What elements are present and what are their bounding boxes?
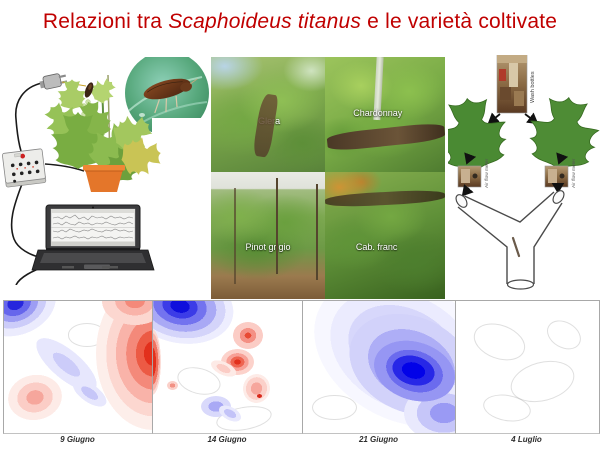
air-flow-meter-left-label: Air flow meter — [484, 158, 490, 188]
grape-leaf-right — [523, 91, 600, 175]
density-blob — [167, 380, 178, 390]
insect-in-tube — [511, 236, 521, 258]
epg-waveforms — [52, 214, 134, 240]
photo-glera: Glera — [211, 57, 325, 172]
epg-amplifier-box — [2, 148, 47, 188]
density-blob — [102, 301, 153, 325]
arrow-to-left-tube-arm — [461, 184, 474, 197]
title-suffix: e le varietà coltivate — [361, 10, 558, 33]
air-flow-meter-photo-left — [457, 165, 482, 188]
faint-contour-line — [469, 316, 531, 367]
plot-caption-21-giugno: 21 Giugno — [358, 435, 399, 444]
density-plot-21-giugno — [302, 300, 457, 434]
photo-cab-franc: Cab. franc — [325, 172, 445, 299]
variety-label-chardonnay: Chardonnay — [353, 108, 403, 119]
faint-contour-line — [312, 394, 357, 421]
plot-caption-4-luglio: 4 Luglio — [511, 435, 542, 444]
laptop — [31, 204, 155, 271]
title-prefix: Relazioni tra — [42, 10, 169, 33]
air-flow-meter-right-label: Air flow meter — [571, 158, 577, 188]
plot-caption-9-giugno: 9 Giugno — [60, 435, 95, 444]
title-species-name: Scaphoideus titanus — [168, 10, 362, 33]
density-blob — [232, 322, 263, 349]
variety-label-glera: Glera — [258, 116, 281, 127]
slide-title: Relazioni tra Scaphoideus titanus e le v… — [0, 10, 600, 34]
faint-contour-line — [542, 314, 587, 356]
grapevine-plant — [37, 73, 165, 186]
variety-label-pinot-grigio: Pinot grigio — [245, 241, 291, 252]
plant-pot — [83, 165, 125, 192]
leafhopper-inset-photo — [125, 57, 210, 137]
density-blob — [153, 301, 241, 354]
grape-leaf-left — [448, 92, 513, 176]
variety-label-cab-franc: Cab. franc — [355, 241, 398, 252]
photo-pinot-grigio: Pinot grigio — [211, 172, 325, 299]
y-tube — [455, 190, 565, 290]
leafhopper-insect — [143, 78, 198, 114]
arrow-to-left-meter — [464, 152, 477, 165]
density-plot-14-giugno — [152, 300, 304, 434]
epg-setup-illustration — [2, 57, 210, 285]
wash-bottles-label: Wash bottles — [530, 71, 536, 103]
density-blob — [153, 328, 161, 395]
photo-chardonnay: Chardonnay — [325, 57, 445, 172]
density-plot-9-giugno — [3, 300, 154, 434]
air-flow-meter-photo-right — [544, 165, 569, 188]
vineyard-photo-grid: Glera Chardonnay Pinot grigio Cab. franc — [211, 57, 445, 299]
olfactometer-diagram: Wash bottles Air flow meter Air flow m — [448, 55, 600, 290]
density-blob — [4, 370, 66, 425]
density-blob — [257, 393, 262, 399]
wash-bottles-photo — [496, 55, 528, 114]
density-blob — [241, 371, 272, 405]
power-plug-icon — [39, 73, 68, 90]
plot-caption-14-giugno: 14 Giugno — [207, 435, 247, 444]
arrow-to-left-leaf — [487, 112, 501, 125]
density-plot-4-luglio — [455, 300, 600, 434]
arrow-to-right-meter — [556, 152, 569, 165]
